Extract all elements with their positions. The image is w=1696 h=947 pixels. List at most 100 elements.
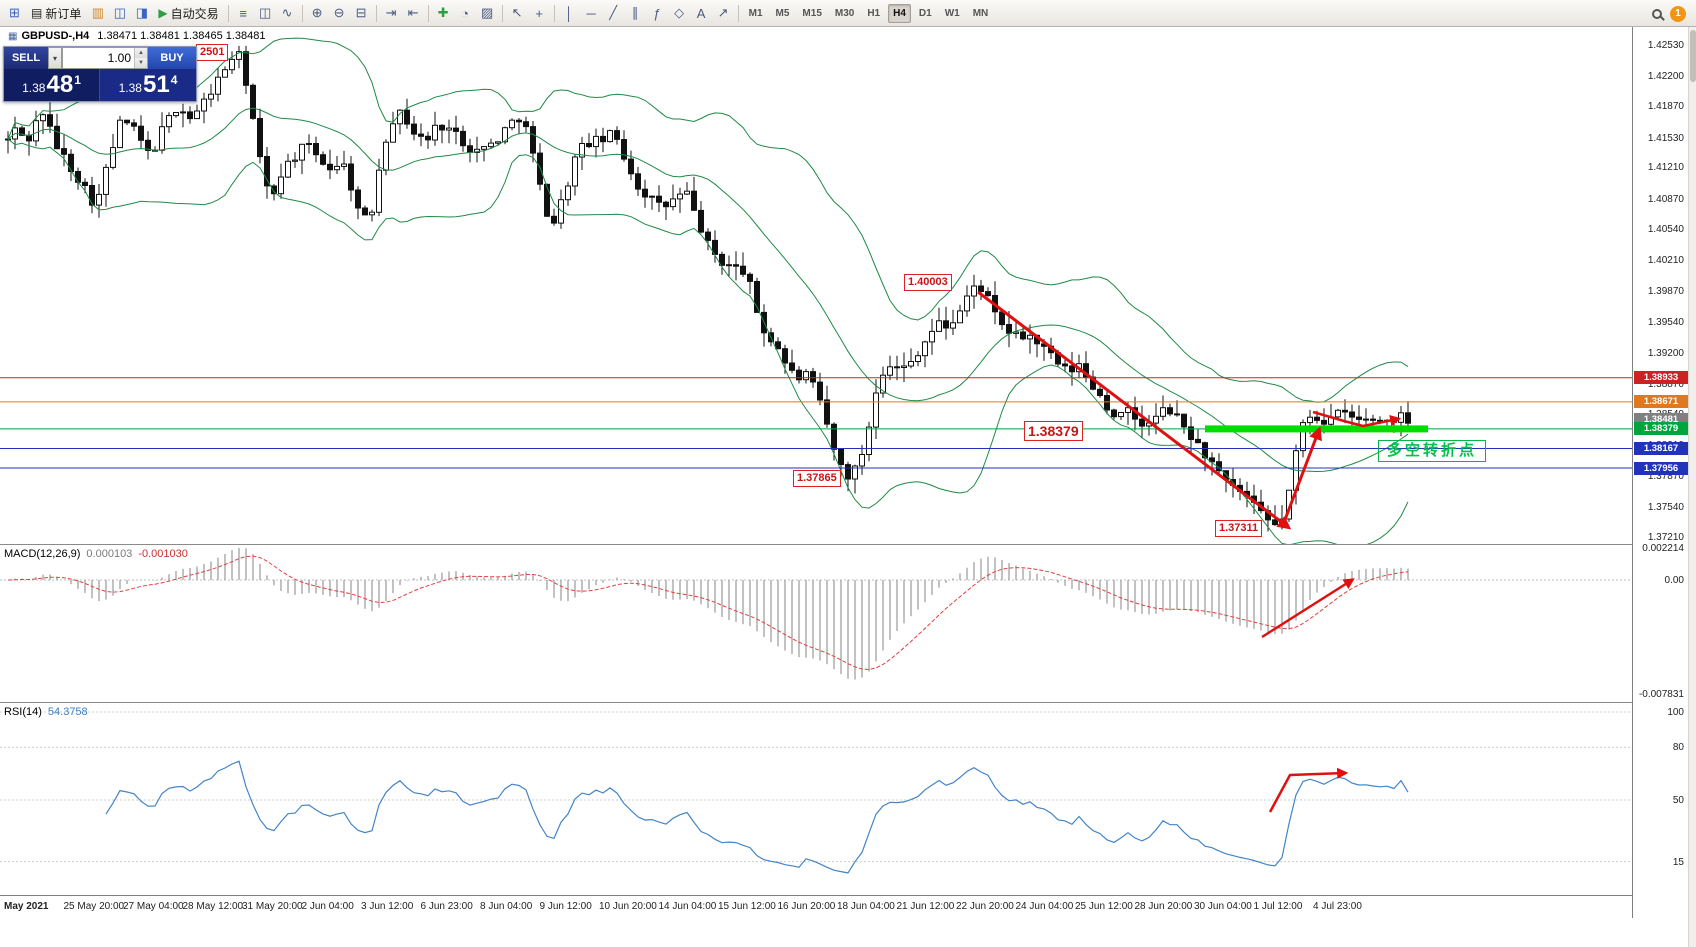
line-chart-icon[interactable]: ∿ xyxy=(281,5,293,20)
price-line-badge: 1.38379 xyxy=(1634,422,1688,436)
buy-button[interactable]: BUY xyxy=(148,47,196,69)
vertical-line-icon[interactable]: │ xyxy=(565,5,574,21)
trendline-icon[interactable]: ╱ xyxy=(609,5,618,20)
indicators-icon[interactable]: ✚ xyxy=(437,5,449,20)
zoom-out-icon[interactable]: ⊖ xyxy=(333,5,345,20)
notification-badge[interactable]: 1 xyxy=(1670,5,1686,22)
time-tick-label: 24 Jun 04:00 xyxy=(1015,901,1074,912)
volume-input[interactable]: 1.00 ▲ ▼ xyxy=(62,47,148,69)
trend-arrow[interactable] xyxy=(1268,767,1349,813)
volume-step-up[interactable]: ▲ xyxy=(135,48,147,58)
macd-signal-line xyxy=(7,555,1409,671)
macd-axis-label: -0.007831 xyxy=(1638,689,1684,700)
toolbar-separator xyxy=(737,4,739,22)
trend-arrow[interactable] xyxy=(977,290,1292,530)
time-tick-label: 15 Jun 12:00 xyxy=(718,901,776,912)
volume-step-down[interactable]: ▼ xyxy=(135,58,147,68)
rsi-line xyxy=(105,760,1409,874)
trend-arrow[interactable] xyxy=(1261,578,1355,639)
trend-arrow[interactable] xyxy=(1312,410,1402,428)
time-tick-label: 22 Jun 20:00 xyxy=(956,901,1014,912)
price-tick-label: 1.41530 xyxy=(1647,132,1684,144)
auto-trading-button-label: 自动交易 xyxy=(170,6,219,21)
data-window-icon[interactable]: ◫ xyxy=(113,5,126,20)
toolbar-separator xyxy=(301,4,303,22)
macd-axis-label: 0.00 xyxy=(1664,575,1684,586)
sell-price[interactable]: 1.38 48 1 xyxy=(4,69,100,101)
volume-value[interactable]: 1.00 xyxy=(107,51,131,65)
toolbar-separator xyxy=(553,4,555,22)
support-highlight-bar[interactable] xyxy=(1205,425,1428,433)
timeframe-M5[interactable]: M5 xyxy=(775,7,790,19)
shapes-icon[interactable]: ◇ xyxy=(674,5,685,20)
new-order-icon: ▤ xyxy=(31,6,43,20)
text-icon[interactable]: A xyxy=(696,5,706,21)
toolbar-separator xyxy=(375,4,377,22)
price-tick-label: 1.37870 xyxy=(1647,471,1684,482)
time-tick-label: 21 Jun 12:00 xyxy=(896,901,955,912)
price-tick-label: 1.41210 xyxy=(1647,162,1684,174)
time-tick-label: 30 Jun 04:00 xyxy=(1194,901,1252,912)
buy-price[interactable]: 1.38 51 4 xyxy=(100,69,196,101)
candlestick-chart-icon[interactable]: ◫ xyxy=(258,5,272,20)
market-watch-icon[interactable]: ▥ xyxy=(91,5,104,20)
toolbar-separator xyxy=(427,4,429,22)
one-click-trade-panel: SELL ▾ 1.00 ▲ ▼ BUY 1.38 48 1 1.38 51 4 xyxy=(3,46,197,102)
price-line-badge: 1.38933 xyxy=(1634,371,1688,385)
price-tick-label: 1.42200 xyxy=(1647,70,1684,82)
zoom-in-icon[interactable]: ⊕ xyxy=(311,5,323,20)
new-order-button[interactable]: ▤ 新订单 xyxy=(26,3,86,24)
cursor-icon[interactable]: ↖ xyxy=(511,5,523,20)
templates-icon[interactable]: ▨ xyxy=(480,5,494,20)
time-tick-label: 3 Jun 12:00 xyxy=(361,901,414,912)
bollinger-upper xyxy=(7,37,1409,403)
time-tick-label: 10 Jun 20:00 xyxy=(599,901,657,912)
sell-button[interactable]: SELL xyxy=(4,47,48,69)
channel-icon[interactable]: ∥ xyxy=(631,5,639,20)
crosshair-icon[interactable]: + xyxy=(535,5,543,21)
timeframe-W1[interactable]: W1 xyxy=(944,7,960,19)
arrow-tool-icon[interactable]: ↗ xyxy=(717,5,729,20)
time-tick-label: 4 Jul 23:00 xyxy=(1313,901,1362,912)
navigator-icon[interactable]: ◨ xyxy=(135,5,148,20)
tile-windows-icon[interactable]: ⊟ xyxy=(355,5,367,20)
vertical-scrollbar[interactable] xyxy=(1688,27,1696,947)
time-tick-label: 28 Jun 20:00 xyxy=(1134,901,1193,912)
chart-shift-icon[interactable]: ⇤ xyxy=(407,5,419,20)
macd-histogram xyxy=(0,548,1632,680)
price-tick-label: 1.37540 xyxy=(1647,501,1684,513)
time-tick-label: 28 May 12:00 xyxy=(182,901,244,912)
trend-arrow[interactable] xyxy=(1281,426,1322,526)
timeframe-D1[interactable]: D1 xyxy=(918,7,932,19)
price-line-badge: 1.37956 xyxy=(1634,461,1688,475)
auto-scroll-icon[interactable]: ⇥ xyxy=(385,5,397,20)
time-tick-label: 31 May 20:00 xyxy=(242,901,303,912)
scrollbar-thumb[interactable] xyxy=(1690,30,1696,82)
fibonacci-icon[interactable]: ƒ xyxy=(653,5,661,21)
price-line-badge: 1.38167 xyxy=(1634,442,1688,455)
time-tick-label: May 2021 xyxy=(4,901,49,912)
time-tick-label: 1 Jul 12:00 xyxy=(1253,901,1303,912)
time-tick-label: 25 May 20:00 xyxy=(63,901,125,912)
price-tick-label: 1.37210 xyxy=(1647,532,1684,543)
timeframe-M30[interactable]: M30 xyxy=(834,7,855,19)
timeframe-MN[interactable]: MN xyxy=(972,7,989,19)
trade-options-dropdown[interactable]: ▾ xyxy=(48,47,62,69)
rsi-axis-label: 100 xyxy=(1667,707,1684,718)
timeframe-M15[interactable]: M15 xyxy=(802,7,822,19)
price-chart[interactable] xyxy=(0,27,1632,895)
timeframe-M1[interactable]: M1 xyxy=(748,7,763,19)
bar-chart-icon[interactable]: ≡ xyxy=(239,5,247,21)
timeframe-H4[interactable]: H4 xyxy=(888,3,911,23)
rsi-axis-label: 15 xyxy=(1672,856,1684,868)
rsi-axis-label: 80 xyxy=(1672,742,1684,754)
timeframe-H1[interactable]: H1 xyxy=(867,7,881,19)
periods-dropdown-icon[interactable]: ◔ xyxy=(461,5,470,21)
time-tick-label: 18 Jun 04:00 xyxy=(837,901,895,912)
auto-trading-button[interactable]: ▶ 自动交易 xyxy=(153,3,223,24)
time-tick-label: 27 May 04:00 xyxy=(123,901,184,912)
search-icon[interactable] xyxy=(1652,8,1662,19)
horizontal-line-icon[interactable]: ─ xyxy=(586,5,596,21)
window-icon[interactable]: ⊞ xyxy=(9,5,20,20)
